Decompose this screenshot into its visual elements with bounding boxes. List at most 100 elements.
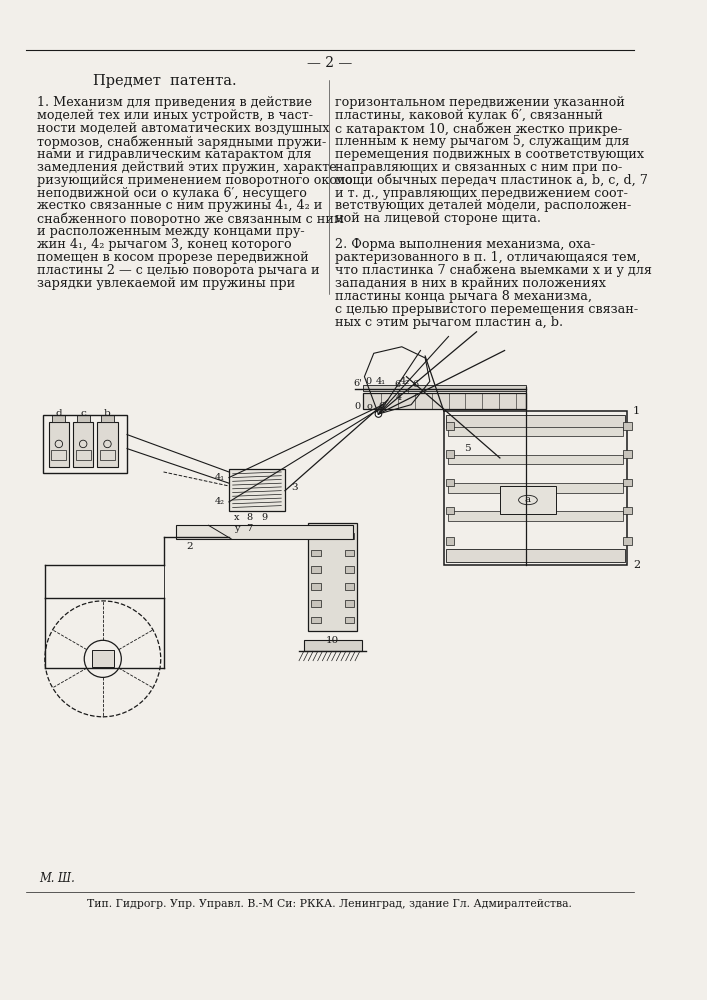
- Bar: [52, 450, 66, 460]
- Text: с целью прерывистого перемещения связан-: с целью прерывистого перемещения связан-: [334, 303, 638, 316]
- Bar: [445, 422, 454, 430]
- Bar: [308, 523, 357, 631]
- Text: 4₁: 4₁: [214, 473, 225, 482]
- Text: тормозов, снабженный зарядными пружи-: тормозов, снабженный зарядными пружи-: [37, 135, 327, 149]
- Text: перемещения подвижных в соответствующих: перемещения подвижных в соответствующих: [334, 148, 643, 161]
- Bar: [445, 415, 625, 428]
- Text: 6: 6: [413, 380, 419, 389]
- Text: o: o: [366, 402, 372, 411]
- Bar: [311, 583, 320, 590]
- Text: помещен в косом прорезе передвижной: помещен в косом прорезе передвижной: [37, 251, 309, 264]
- Text: ности моделей автоматических воздушных: ности моделей автоматических воздушных: [37, 122, 330, 135]
- Text: a: a: [525, 495, 531, 504]
- Text: 1: 1: [633, 406, 640, 416]
- Text: y: y: [233, 524, 239, 533]
- Bar: [97, 422, 118, 467]
- Text: d: d: [56, 409, 62, 418]
- Text: неподвижной оси o кулака 6′, несущего: неподвижной оси o кулака 6′, несущего: [37, 187, 308, 200]
- Text: 9: 9: [262, 513, 267, 522]
- Bar: [448, 427, 624, 436]
- Text: Предмет  патента.: Предмет патента.: [93, 74, 236, 88]
- Text: ветствующих деталей модели, расположен-: ветствующих деталей модели, расположен-: [334, 199, 631, 212]
- Text: 6': 6': [354, 379, 362, 388]
- Bar: [311, 600, 320, 607]
- Text: что пластинка 7 снабжена выемками x и y для: что пластинка 7 снабжена выемками x и y …: [334, 264, 651, 277]
- Text: и расположенным между концами пру-: и расположенным между концами пру-: [37, 225, 305, 238]
- Text: моделей тех или иных устройств, в част-: моделей тех или иных устройств, в част-: [37, 109, 313, 122]
- Text: 2: 2: [633, 560, 640, 570]
- Bar: [73, 422, 93, 467]
- Text: 4₂: 4₂: [399, 377, 409, 386]
- Text: ризующийся применением поворотного около: ризующийся применением поворотного около: [37, 174, 353, 187]
- Text: направляющих и связанных с ним при по-: направляющих и связанных с ним при по-: [334, 161, 621, 174]
- Text: 1. Механизм для приведения в действие: 1. Механизм для приведения в действие: [37, 96, 312, 109]
- Bar: [624, 479, 631, 486]
- Text: 6': 6': [379, 402, 387, 411]
- Text: и т. д., управляющих передвижением соот-: и т. д., управляющих передвижением соот-: [334, 187, 627, 200]
- Text: 10: 10: [326, 636, 339, 645]
- Bar: [229, 469, 285, 511]
- Bar: [311, 550, 320, 556]
- Bar: [448, 483, 624, 493]
- Bar: [345, 583, 354, 590]
- Bar: [345, 600, 354, 607]
- Bar: [345, 550, 354, 556]
- Bar: [345, 566, 354, 573]
- Bar: [101, 415, 114, 422]
- Text: b: b: [104, 409, 111, 418]
- Bar: [445, 450, 454, 458]
- Text: с катарактом 10, снабжен жестко прикре-: с катарактом 10, снабжен жестко прикре-: [334, 122, 621, 136]
- Bar: [43, 415, 127, 473]
- Bar: [444, 411, 627, 565]
- Text: x: x: [233, 513, 239, 522]
- Bar: [624, 507, 631, 514]
- Text: западания в них в крайних положениях: западания в них в крайних положениях: [334, 277, 605, 290]
- Bar: [311, 617, 320, 623]
- Text: замедления действий этих пружин, характе-: замедления действий этих пружин, характе…: [37, 161, 341, 174]
- Bar: [311, 533, 320, 539]
- Text: ной на лицевой стороне щита.: ной на лицевой стороне щита.: [334, 212, 541, 225]
- Bar: [175, 525, 354, 539]
- Text: пленным к нему рычагом 5, служащим для: пленным к нему рычагом 5, служащим для: [334, 135, 629, 148]
- Bar: [100, 450, 115, 460]
- Text: 2: 2: [187, 542, 193, 551]
- Text: жестко связанные с ним пружины 4₁, 4₂ и: жестко связанные с ним пружины 4₁, 4₂ и: [37, 199, 323, 212]
- Text: 7: 7: [246, 524, 252, 533]
- Bar: [500, 486, 556, 514]
- Bar: [448, 511, 624, 521]
- Text: 8: 8: [247, 513, 252, 522]
- Text: 5: 5: [464, 444, 471, 453]
- Bar: [624, 537, 631, 545]
- Bar: [345, 533, 354, 539]
- Text: 2. Форма выполнения механизма, оха-: 2. Форма выполнения механизма, оха-: [334, 238, 595, 251]
- Text: 4₁: 4₁: [376, 377, 386, 386]
- Text: жин 4₁, 4₂ рычагом 3, конец которого: жин 4₁, 4₂ рычагом 3, конец которого: [37, 238, 292, 251]
- Text: мощи обычных передач пластинок a, b, c, d, 7: мощи обычных передач пластинок a, b, c, …: [334, 174, 648, 187]
- Text: 0: 0: [355, 402, 361, 411]
- Bar: [92, 650, 114, 667]
- Text: пластины 2 — с целью поворота рычага и: пластины 2 — с целью поворота рычага и: [37, 264, 320, 277]
- Bar: [311, 566, 320, 573]
- Bar: [363, 393, 526, 409]
- Text: 4: 4: [396, 393, 402, 402]
- Circle shape: [375, 411, 382, 417]
- Text: 3: 3: [291, 483, 298, 492]
- Bar: [52, 415, 66, 422]
- Bar: [445, 479, 454, 486]
- Text: горизонтальном передвижении указанной: горизонтальном передвижении указанной: [334, 96, 624, 109]
- Text: снабженного поворотно же связанным с ним: снабженного поворотно же связанным с ним: [37, 212, 344, 226]
- Bar: [445, 537, 454, 545]
- Bar: [448, 455, 624, 464]
- Bar: [49, 422, 69, 467]
- Text: пластины конца рычага 8 механизма,: пластины конца рычага 8 механизма,: [334, 290, 592, 303]
- Bar: [76, 415, 90, 422]
- Bar: [624, 450, 631, 458]
- Text: нами и гидравлическим катарактом для: нами и гидравлическим катарактом для: [37, 148, 312, 161]
- Text: 0: 0: [365, 377, 371, 386]
- Bar: [445, 507, 454, 514]
- Text: M. Ш.: M. Ш.: [40, 872, 75, 885]
- Bar: [304, 640, 361, 651]
- Text: — 2 —: — 2 —: [308, 56, 353, 70]
- Bar: [624, 422, 631, 430]
- Text: c: c: [81, 409, 86, 418]
